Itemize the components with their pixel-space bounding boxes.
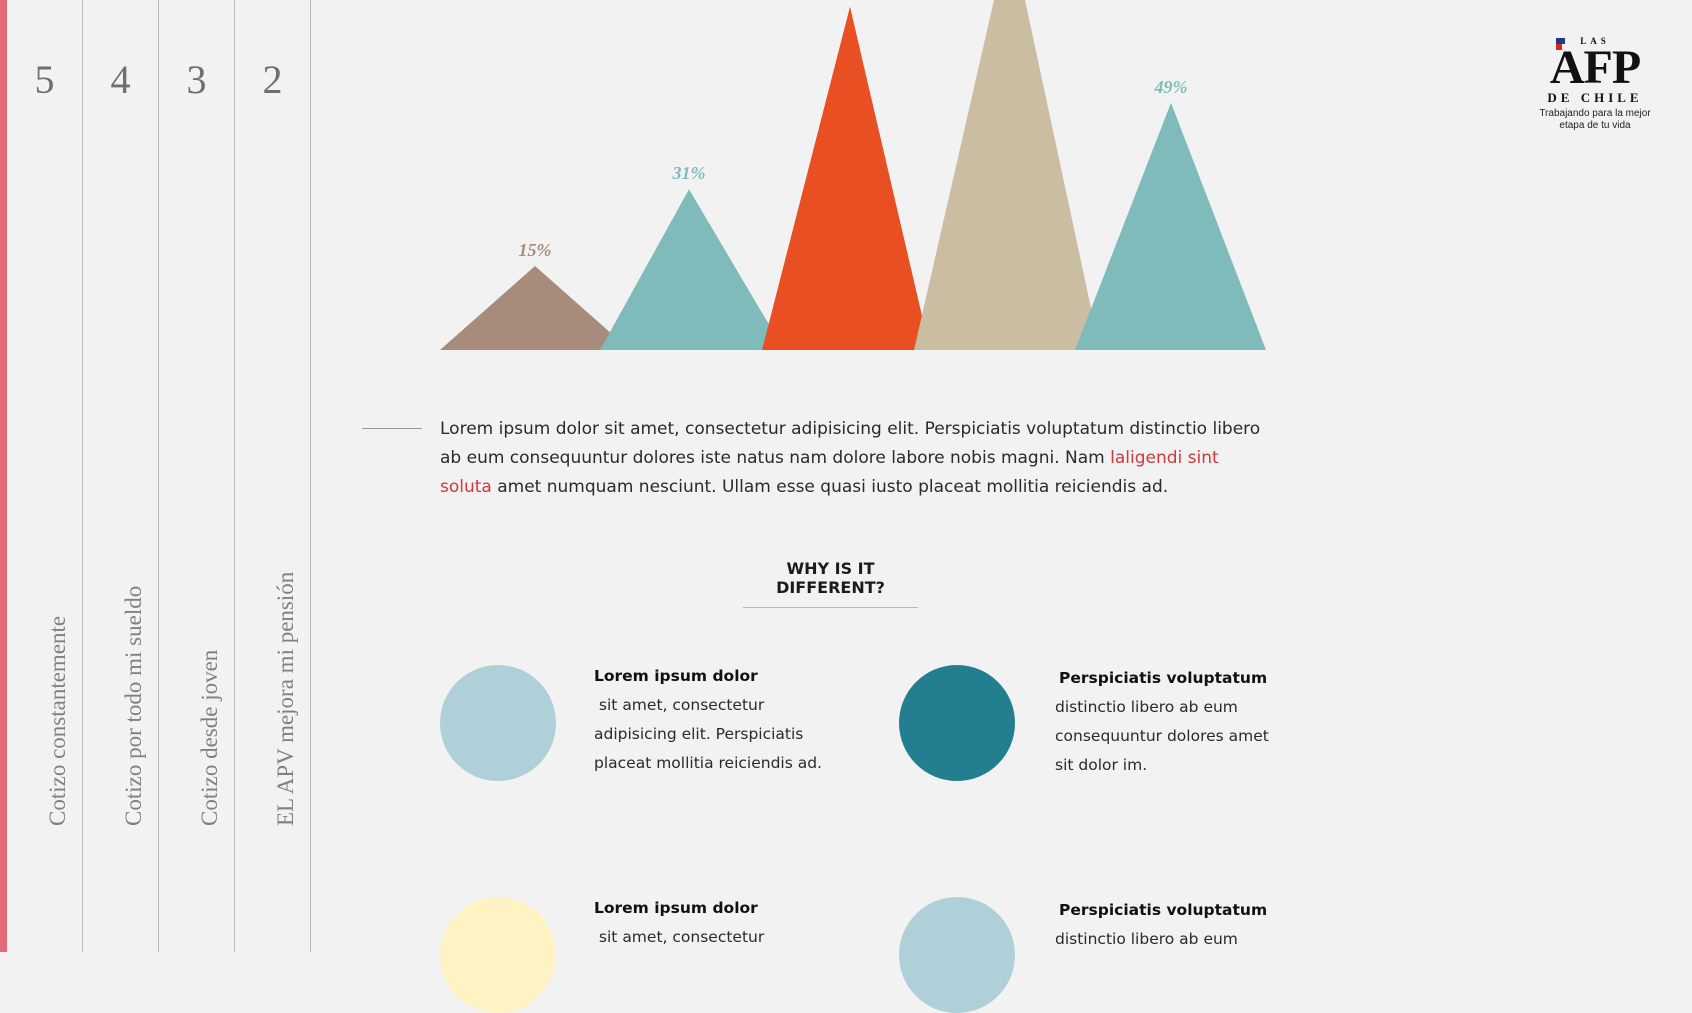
logo-tagline-1: Trabajando para la mejor (1539, 108, 1651, 119)
chile-flag-icon (1556, 38, 1565, 44)
feature-line: sit amet, consectetur (594, 696, 765, 714)
mountain-peak-3 (914, 0, 1100, 350)
feature-line: sit amet, consectetur (594, 928, 765, 946)
feature-line: placeat mollitia reiciendis ad. (594, 754, 822, 772)
panel-5[interactable]: 5 Cotizo constantemente (7, 0, 83, 952)
panel-number: 5 (34, 57, 55, 102)
feature-line: distinctio libero ab eum (1055, 930, 1238, 948)
feature-line: distinctio libero ab eum (1055, 698, 1238, 716)
logo-afp: AFP (1549, 41, 1641, 94)
logo-tagline-2: etapa de tu vida (1559, 120, 1631, 131)
mountain-chart: 15% 31% 69% 49% (440, 0, 1266, 351)
logo: LAS AFP DE CHILE Trabajando para la mejo… (1530, 36, 1660, 132)
mountain-peak-0 (440, 266, 630, 350)
feature-circle (440, 665, 556, 781)
mountain-peak-2 (762, 6, 930, 351)
value-label-4: 49% (1154, 77, 1188, 97)
feature-title: Perspiciatis voluptatum (1059, 669, 1268, 687)
mountain-peak-1 (600, 189, 784, 350)
feature-line: sit dolor im. (1055, 756, 1148, 774)
accent-bar (0, 0, 7, 952)
feature-circle (440, 897, 556, 1013)
value-label-1: 31% (672, 163, 706, 183)
feature-text: Lorem ipsum dolor sit amet, consectetur (594, 894, 764, 952)
intro-link[interactable]: laligendi sint soluta (440, 448, 1219, 497)
value-label-2: 69% (834, 0, 867, 1)
feature-title: Lorem ipsum dolor (594, 899, 758, 917)
panel-number: 3 (186, 57, 207, 102)
feature-text: Perspiciatis voluptatum distinctio liber… (1055, 664, 1269, 780)
panel-3[interactable]: 3 Cotizo desde joven (159, 0, 235, 952)
logo-las: LAS (1530, 36, 1660, 50)
feature-circle (899, 897, 1015, 1013)
panel-label: EL APV mejora mi pensión (272, 571, 298, 826)
panel-label: Cotizo constantemente (44, 615, 70, 826)
feature-title: Perspiciatis voluptatum (1059, 901, 1268, 919)
feature-title: Lorem ipsum dolor (594, 667, 758, 685)
panel-label: Cotizo por todo mi sueldo (120, 585, 146, 826)
panel-number: 4 (110, 57, 131, 102)
panel-number: 2 (262, 57, 283, 102)
intro-divider (362, 428, 422, 429)
feature-line: adipisicing elit. Perspiciatis (594, 725, 804, 743)
mountain-peak-4 (1075, 102, 1266, 350)
panel-2[interactable]: 2 EL APV mejora mi pensión (235, 0, 311, 952)
section-title: WHY IS IT DIFFERENT? (743, 559, 918, 608)
feature-line: consequuntur dolores amet (1055, 727, 1269, 745)
feature-circle (899, 665, 1015, 781)
panel-label: Cotizo desde joven (196, 649, 222, 826)
feature-text: Perspiciatis voluptatum distinctio liber… (1055, 896, 1267, 954)
chile-flag-red-icon (1556, 44, 1562, 50)
logo-de-chile: DE CHILE (1547, 90, 1643, 105)
intro-paragraph: Lorem ipsum dolor sit amet, consectetur … (440, 419, 1261, 497)
panel-4[interactable]: 4 Cotizo por todo mi sueldo (83, 0, 159, 952)
value-label-0: 15% (519, 240, 552, 260)
feature-text: Lorem ipsum dolor sit amet, consectetur … (594, 662, 822, 778)
